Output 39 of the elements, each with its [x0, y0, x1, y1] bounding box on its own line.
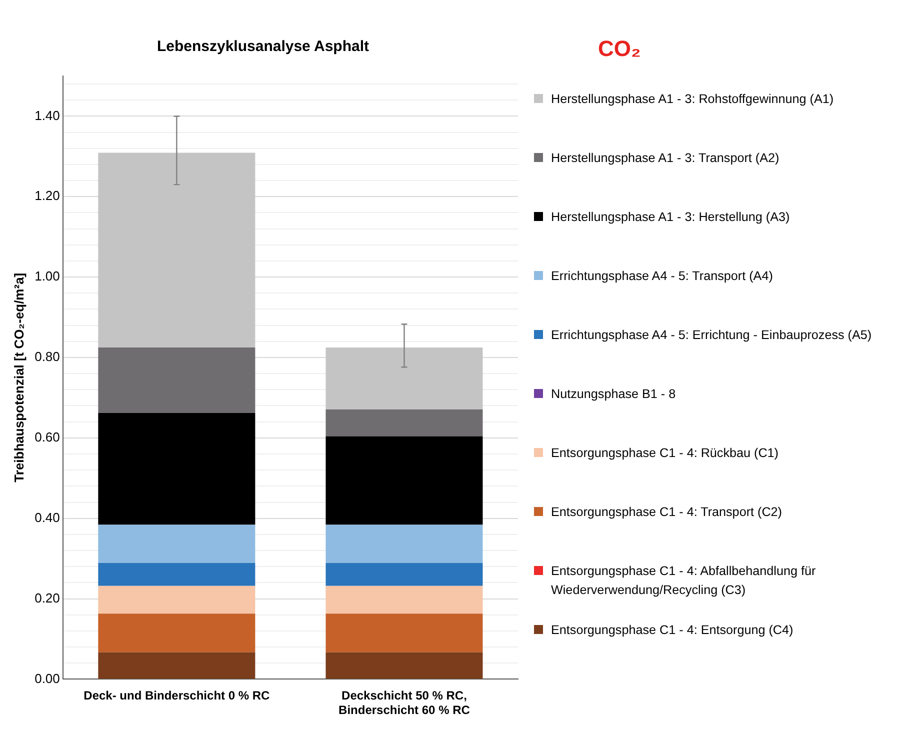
bar	[98, 152, 256, 348]
bar	[98, 412, 256, 525]
bar	[98, 652, 256, 679]
x-tick-label: Deck- und Binderschicht 0 % RC	[84, 688, 270, 703]
bar	[98, 614, 256, 652]
bar	[98, 562, 256, 586]
chart-title: Lebenszyklusanalyse Asphalt	[156, 38, 370, 56]
bar	[326, 524, 483, 563]
bar	[98, 524, 256, 563]
bar	[326, 409, 483, 436]
y-tick-label: 0.40	[34, 510, 60, 525]
y-tick-label: 1.20	[34, 188, 60, 204]
legend-label: Entsorgungsphase C1 - 4: Transport (C2)	[551, 504, 783, 521]
y-tick-label: 1.00	[34, 268, 60, 284]
y-axis-title: Treibhauspotenzial [t CO₂-eq/m²a]	[11, 272, 26, 482]
bar	[98, 347, 256, 413]
bar	[326, 586, 483, 614]
legend-label: Herstellungsphase A1 - 3: Transport (A2)	[551, 150, 780, 167]
y-tick-label: 0.00	[34, 670, 60, 686]
y-tick-label: 0.80	[34, 349, 60, 364]
legend-label: Entsorgungsphase C1 - 4: Entsorgung (C4)	[551, 622, 794, 639]
bar	[326, 436, 483, 525]
legend-label: Entsorgungsphase C1 - 4: Rückbau (C1)	[551, 445, 780, 462]
y-tick-label: 0.20	[34, 590, 60, 606]
bar	[326, 614, 483, 652]
legend-label: Errichtungsphase A4 - 5: Transport (A4)	[551, 268, 774, 285]
legend-label: Errichtungsphase A4 - 5: Errichtung - Einbauprozess (A5)	[551, 327, 873, 344]
legend-label: Herstellungsphase A1 - 3: Rohstoffgewinnung (A1)	[551, 91, 835, 108]
bar	[326, 562, 483, 586]
x-tick-label: Deckschicht 50 % RC, Binderschicht 60 % RC	[338, 688, 470, 718]
bar	[98, 586, 256, 614]
legend-label: Nutzungsphase B1 - 8	[551, 386, 677, 403]
text: CO₂	[598, 36, 641, 62]
bar	[326, 347, 483, 410]
legend-label: Herstellungsphase A1 - 3: Herstellung (A3)	[551, 209, 791, 226]
legend-label: Entsorgungsphase C1 - 4: Abfallbehandlung für Wiederverwendung/Recycling (C3)	[551, 563, 817, 599]
bar	[326, 652, 483, 679]
y-tick-label: 0.60	[34, 430, 60, 444]
y-tick-label: 1.40	[34, 108, 60, 123]
